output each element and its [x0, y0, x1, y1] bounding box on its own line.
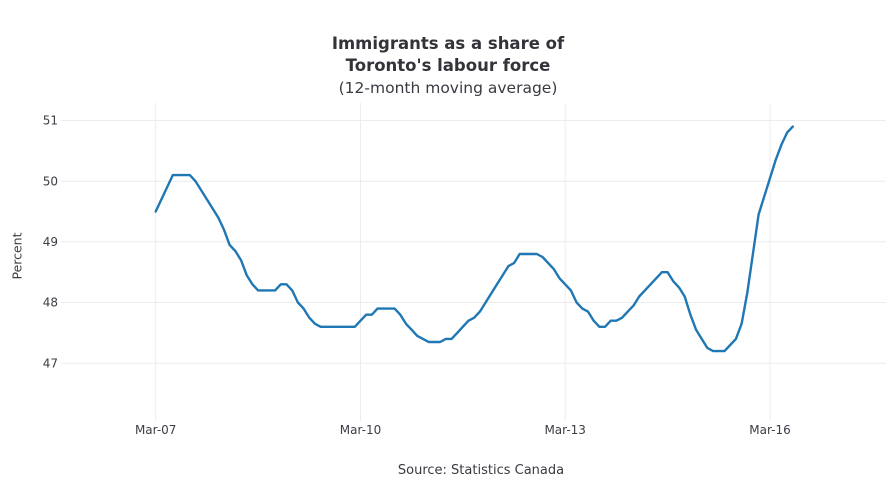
x-tick-label: Mar-10 [340, 423, 381, 437]
chart-title: Immigrants as a share of Toronto's labou… [0, 33, 896, 99]
y-tick-label: 47 [43, 356, 58, 370]
source-note: Source: Statistics Canada [397, 463, 565, 478]
x-tick-label: Mar-13 [544, 423, 585, 437]
y-tick-label: 48 [43, 296, 58, 310]
y-tick-label: 51 [43, 114, 58, 128]
x-tick-label: Mar-07 [135, 423, 176, 437]
chart-subtitle: (12-month moving average) [338, 79, 558, 97]
y-tick-label: 50 [43, 174, 58, 188]
y-tick-label: 49 [43, 235, 58, 249]
x-tick-label: Mar-16 [749, 423, 790, 437]
chart-title-line2: Toronto's labour force [345, 56, 551, 75]
data-line [154, 125, 794, 353]
chart-title-line1: Immigrants as a share of [331, 34, 565, 53]
